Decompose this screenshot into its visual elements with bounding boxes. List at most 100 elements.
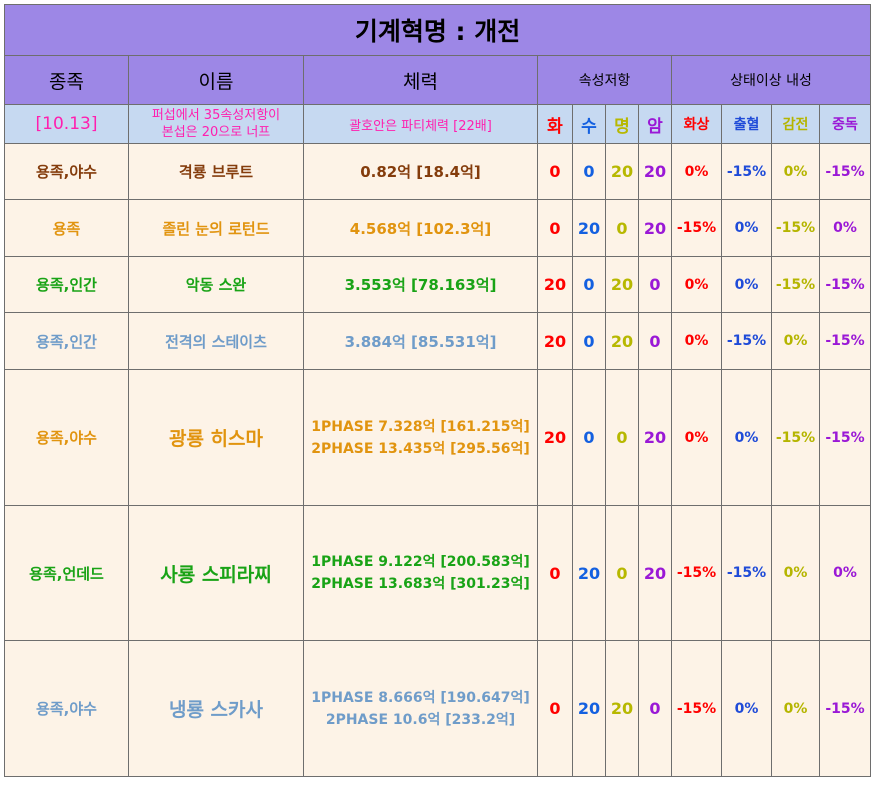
race-cell: 용족,인간 xyxy=(4,256,129,313)
table-row: 용족,야수 광룡 히스마 1PHASE 7.328억 [161.215억] 2P… xyxy=(4,369,872,506)
burn-resist: 0% xyxy=(671,369,722,506)
table-row: 용족,인간 전격의 스테이츠 3.884억 [85.531억] 20 0 20 … xyxy=(4,312,872,370)
dark-resist: 20 xyxy=(638,369,672,506)
poison-resist: -15% xyxy=(818,369,872,506)
bleed-resist: 0% xyxy=(721,199,772,257)
race-cell: 용족 xyxy=(4,199,129,257)
poison-resist: 0% xyxy=(818,199,872,257)
light-resist: 0 xyxy=(605,199,639,257)
dark-resist: 20 xyxy=(638,505,672,641)
race-cell: 용족,언데드 xyxy=(4,505,129,641)
bleed-resist: -15% xyxy=(721,143,772,200)
shock-resist: 0% xyxy=(771,312,820,370)
hp-cell: 4.568억 [102.3억] xyxy=(303,199,538,257)
light-resist: 0 xyxy=(605,505,639,641)
boss-name: 졸린 눈의 로턴드 xyxy=(128,199,304,257)
page-title: 기계혁명 : 개전 xyxy=(3,4,872,56)
dark-resist: 0 xyxy=(638,312,672,370)
nerf-note: 퍼섭에서 35속성저항이 본섭은 20으로 너프 xyxy=(128,104,304,144)
fire-resist: 20 xyxy=(537,312,573,370)
shock-resist: -15% xyxy=(771,256,820,313)
boss-name: 사룡 스피라찌 xyxy=(128,505,304,641)
dark-resist: 20 xyxy=(638,143,672,200)
header-shock: 감전 xyxy=(771,104,820,144)
water-resist: 0 xyxy=(572,256,606,313)
nerf-note-line2: 본섭은 20으로 너프 xyxy=(161,125,271,140)
header-light: 명 xyxy=(605,104,639,144)
race-cell: 용족,야수 xyxy=(4,640,129,777)
header-status: 상태이상 내성 xyxy=(670,55,872,105)
header-resist: 속성저항 xyxy=(537,55,672,105)
light-resist: 20 xyxy=(605,256,639,313)
header-water: 수 xyxy=(572,104,606,144)
header-bleed: 출혈 xyxy=(721,104,772,144)
poison-resist: -15% xyxy=(818,312,872,370)
fire-resist: 20 xyxy=(537,256,573,313)
boss-name: 광룡 히스마 xyxy=(128,369,304,506)
shock-resist: 0% xyxy=(771,143,820,200)
hp-phase2: 2PHASE 13.683억 [301.23억] xyxy=(311,576,530,592)
light-resist: 0 xyxy=(605,369,639,506)
burn-resist: -15% xyxy=(671,199,722,257)
boss-name: 전격의 스테이츠 xyxy=(128,312,304,370)
hp-phase1: 1PHASE 8.666억 [190.647억] xyxy=(311,689,530,706)
poison-resist: 0% xyxy=(818,505,872,641)
fire-resist: 0 xyxy=(537,640,573,777)
dark-resist: 0 xyxy=(638,256,672,313)
fire-resist: 0 xyxy=(537,143,573,200)
bleed-resist: -15% xyxy=(721,312,772,370)
hp-cell: 1PHASE 7.328억 [161.215억] 2PHASE 13.435억 … xyxy=(303,369,538,506)
burn-resist: 0% xyxy=(671,143,722,200)
header-poison: 중독 xyxy=(818,104,872,144)
header-fire: 화 xyxy=(537,104,573,144)
shock-resist: -15% xyxy=(771,369,820,506)
hp-cell: 1PHASE 9.122억 [200.583억] 2PHASE 13.683억 … xyxy=(303,505,538,641)
fire-resist: 0 xyxy=(537,505,573,641)
water-resist: 0 xyxy=(572,143,606,200)
water-resist: 20 xyxy=(572,640,606,777)
hp-cell: 0.82억 [18.4억] xyxy=(303,143,538,200)
hp-phase2: 2PHASE 10.6억 [233.2억] xyxy=(325,711,516,728)
boss-name: 악동 스완 xyxy=(128,256,304,313)
table-row: 용족,언데드 사룡 스피라찌 1PHASE 9.122억 [200.583억] … xyxy=(4,505,872,641)
hp-note: 괄호안은 파티체력 [22배] xyxy=(303,104,538,144)
header-dark: 암 xyxy=(638,104,672,144)
poison-resist: -15% xyxy=(818,143,872,200)
boss-table: 기계혁명 : 개전 종족 이름 체력 속성저항 상태이상 내성 [10.13] … xyxy=(3,4,872,777)
hp-cell: 3.884억 [85.531억] xyxy=(303,312,538,370)
race-cell: 용족,야수 xyxy=(4,143,129,200)
header-name: 이름 xyxy=(128,55,304,105)
poison-resist: -15% xyxy=(818,256,872,313)
burn-resist: 0% xyxy=(671,312,722,370)
table-row: 용족,야수 냉룡 스카사 1PHASE 8.666억 [190.647억] 2P… xyxy=(4,640,872,777)
burn-resist: -15% xyxy=(671,505,722,641)
fire-resist: 20 xyxy=(537,369,573,506)
water-resist: 0 xyxy=(572,369,606,506)
header-burn: 화상 xyxy=(671,104,722,144)
race-cell: 용족,인간 xyxy=(4,312,129,370)
light-resist: 20 xyxy=(605,640,639,777)
bleed-resist: 0% xyxy=(721,369,772,506)
dark-resist: 20 xyxy=(638,199,672,257)
bleed-resist: 0% xyxy=(721,256,772,313)
table-row: 용족 졸린 눈의 로턴드 4.568억 [102.3억] 0 20 0 20 -… xyxy=(4,199,872,257)
table-row: 용족,인간 악동 스완 3.553억 [78.163억] 20 0 20 0 0… xyxy=(4,256,872,313)
water-resist: 20 xyxy=(572,199,606,257)
bleed-resist: 0% xyxy=(721,640,772,777)
boss-name: 냉룡 스카사 xyxy=(128,640,304,777)
hp-phase1: 1PHASE 9.122억 [200.583억] xyxy=(311,554,530,570)
boss-name: 격룡 브루트 xyxy=(128,143,304,200)
hp-cell: 3.553억 [78.163억] xyxy=(303,256,538,313)
shock-resist: 0% xyxy=(771,640,820,777)
table-row: 용족,야수 격룡 브루트 0.82억 [18.4억] 0 0 20 20 0% … xyxy=(4,143,872,200)
shock-resist: 0% xyxy=(771,505,820,641)
water-resist: 20 xyxy=(572,505,606,641)
shock-resist: -15% xyxy=(771,199,820,257)
nerf-note-line1: 퍼섭에서 35속성저항이 xyxy=(151,108,281,123)
burn-resist: 0% xyxy=(671,256,722,313)
bleed-resist: -15% xyxy=(721,505,772,641)
fire-resist: 0 xyxy=(537,199,573,257)
header-race: 종족 xyxy=(4,55,129,105)
dark-resist: 0 xyxy=(638,640,672,777)
hp-cell: 1PHASE 8.666억 [190.647억] 2PHASE 10.6억 [2… xyxy=(303,640,538,777)
